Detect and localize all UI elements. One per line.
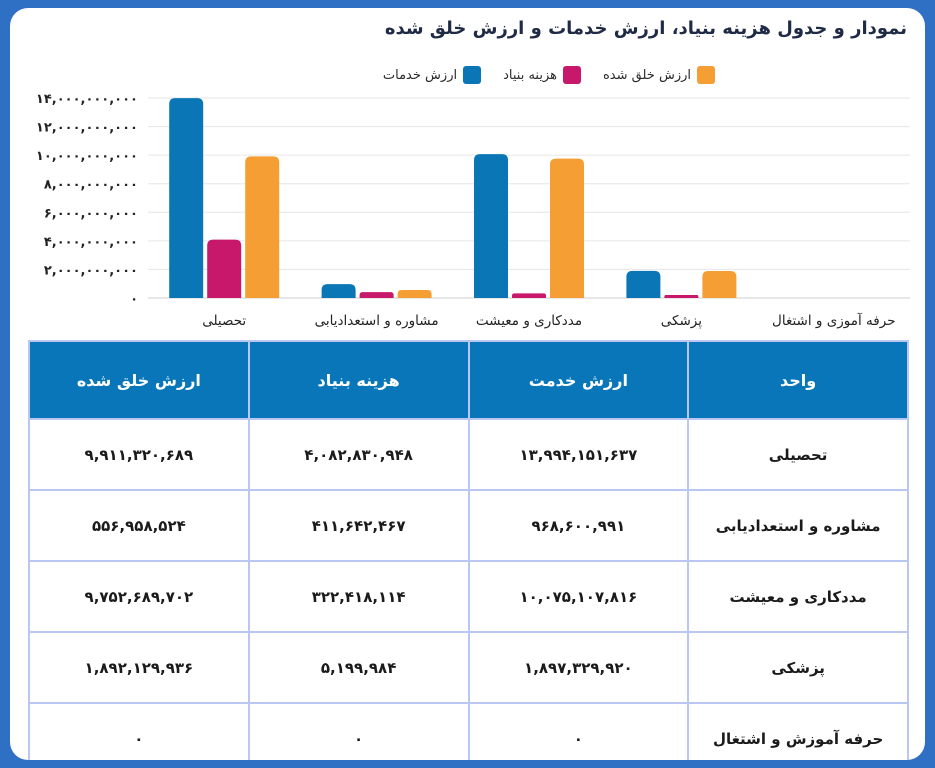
y-tick-label: ۸,۰۰۰,۰۰۰,۰۰۰: [44, 178, 138, 193]
cell-foundation-cost: ۴,۰۸۲,۸۳۰,۹۴۸: [247, 418, 470, 491]
table-row: تحصیلی ۱۳,۹۹۴,۱۵۱,۶۳۷ ۴,۰۸۲,۸۳۰,۹۴۸ ۹,۹۱…: [28, 418, 909, 491]
cell-unit: پزشکی: [687, 631, 909, 704]
y-tick-label: ۱۴,۰۰۰,۰۰۰,۰۰۰: [36, 92, 138, 107]
legend-item-services: ارزش خدمات: [382, 66, 482, 84]
header-unit: واحد: [687, 340, 909, 420]
cell-service-value: ۰: [467, 702, 690, 760]
cell-unit: حرفه آموزش و اشتغال: [687, 702, 909, 760]
bar-chart: ۰ ۲,۰۰۰,۰۰۰,۰۰۰ ۴,۰۰۰,۰۰۰,۰۰۰ ۶,۰۰۰,۰۰۰,۰۰۰…: [36, 92, 910, 329]
cell-service-value: ۱,۸۹۷,۳۲۹,۹۲۰: [467, 631, 690, 704]
legend-swatch-cost: [562, 66, 581, 84]
cell-service-value: ۹۶۸,۶۰۰,۹۹۱: [467, 489, 690, 562]
cell-foundation-cost: ۳۲۲,۴۱۸,۱۱۴: [247, 560, 470, 633]
data-table: واحد ارزش خدمت هزینه بنیاد ارزش خلق شده …: [28, 340, 909, 760]
x-category-label: مشاوره و استعدادیابی: [315, 313, 439, 329]
table-header-row: واحد ارزش خدمت هزینه بنیاد ارزش خلق شده: [28, 340, 909, 420]
cell-service-value: ۱۳,۹۹۴,۱۵۱,۶۳۷: [467, 418, 690, 491]
y-tick-label: ۰: [130, 292, 138, 307]
x-category-label: تحصیلی: [202, 313, 246, 329]
cell-created-value: ۹,۹۱۱,۳۲۰,۶۸۹: [28, 418, 250, 491]
x-category-label: پزشکی: [661, 313, 702, 329]
legend-label-created: ارزش خلق شده: [602, 67, 691, 83]
y-tick-label: ۶,۰۰۰,۰۰۰,۰۰۰: [44, 206, 138, 221]
y-tick-label: ۲,۰۰۰,۰۰۰,۰۰۰: [44, 263, 138, 278]
y-tick-label: ۴,۰۰۰,۰۰۰,۰۰۰: [44, 235, 138, 250]
legend-item-cost: هزینه بنیاد: [503, 66, 581, 84]
table-row: مددکاری و معیشت ۱۰,۰۷۵,۱۰۷,۸۱۶ ۳۲۲,۴۱۸,۱…: [28, 560, 909, 633]
header-created-value: ارزش خلق شده: [28, 340, 250, 420]
x-category-label: حرفه آموزی و اشتغال: [772, 312, 896, 329]
table-row: پزشکی ۱,۸۹۷,۳۲۹,۹۲۰ ۵,۱۹۹,۹۸۴ ۱,۸۹۲,۱۲۹,…: [28, 631, 909, 704]
cell-created-value: ۱,۸۹۲,۱۲۹,۹۳۶: [28, 631, 250, 704]
bar-cost: [664, 295, 699, 298]
cell-unit: تحصیلی: [687, 418, 909, 491]
legend-label-services: ارزش خدمات: [382, 67, 458, 83]
chart-legend: ارزش خدمات هزینه بنیاد ارزش خلق شده: [383, 66, 715, 84]
chart-card: نمودار و جدول هزینه بنیاد، ارزش خدمات و …: [10, 8, 925, 760]
cell-created-value: ۰: [28, 702, 250, 760]
bar-services: [321, 284, 356, 298]
y-tick-label: ۱۰,۰۰۰,۰۰۰,۰۰۰: [36, 149, 138, 164]
legend-label-cost: هزینه بنیاد: [503, 67, 557, 83]
table-row: مشاوره و استعدادیابی ۹۶۸,۶۰۰,۹۹۱ ۴۱۱,۶۴۲…: [28, 489, 909, 562]
bar-services: [626, 270, 661, 298]
cell-foundation-cost: ۰: [247, 702, 470, 760]
legend-swatch-services: [463, 66, 482, 84]
legend-item-created: ارزش خلق شده: [603, 66, 715, 84]
chart-bars: [169, 98, 737, 298]
bar-created: [702, 270, 737, 298]
bar-services: [169, 98, 204, 298]
bar-cost: [359, 292, 394, 298]
bar-created: [397, 290, 432, 298]
x-axis-categories: تحصیلی مشاوره و استعدادیابی مددکاری و معیش…: [202, 312, 895, 329]
bar-cost: [207, 239, 242, 298]
legend-swatch-created: [697, 66, 715, 84]
cell-foundation-cost: ۴۱۱,۶۴۲,۴۶۷: [247, 489, 470, 562]
y-tick-label: ۱۲,۰۰۰,۰۰۰,۰۰۰: [36, 121, 138, 136]
y-axis-ticks: ۰ ۲,۰۰۰,۰۰۰,۰۰۰ ۴,۰۰۰,۰۰۰,۰۰۰ ۶,۰۰۰,۰۰۰,۰۰۰…: [36, 92, 138, 307]
cell-created-value: ۹,۷۵۲,۶۸۹,۷۰۲: [28, 560, 250, 633]
bar-cost: [512, 293, 546, 298]
bar-created: [550, 158, 584, 298]
cell-service-value: ۱۰,۰۷۵,۱۰۷,۸۱۶: [467, 560, 690, 633]
x-category-label: مددکاری و معیشت: [476, 313, 582, 329]
cell-foundation-cost: ۵,۱۹۹,۹۸۴: [247, 631, 470, 704]
bar-created: [245, 156, 280, 298]
header-service-value: ارزش خدمت: [467, 340, 690, 420]
cell-created-value: ۵۵۶,۹۵۸,۵۲۴: [28, 489, 250, 562]
bar-services: [474, 154, 508, 298]
page-title: نمودار و جدول هزینه بنیاد، ارزش خدمات و …: [384, 18, 907, 39]
table-row: حرفه آموزش و اشتغال ۰ ۰ ۰: [28, 702, 909, 760]
header-foundation-cost: هزینه بنیاد: [247, 340, 470, 420]
cell-unit: مددکاری و معیشت: [687, 560, 909, 633]
cell-unit: مشاوره و استعدادیابی: [687, 489, 909, 562]
